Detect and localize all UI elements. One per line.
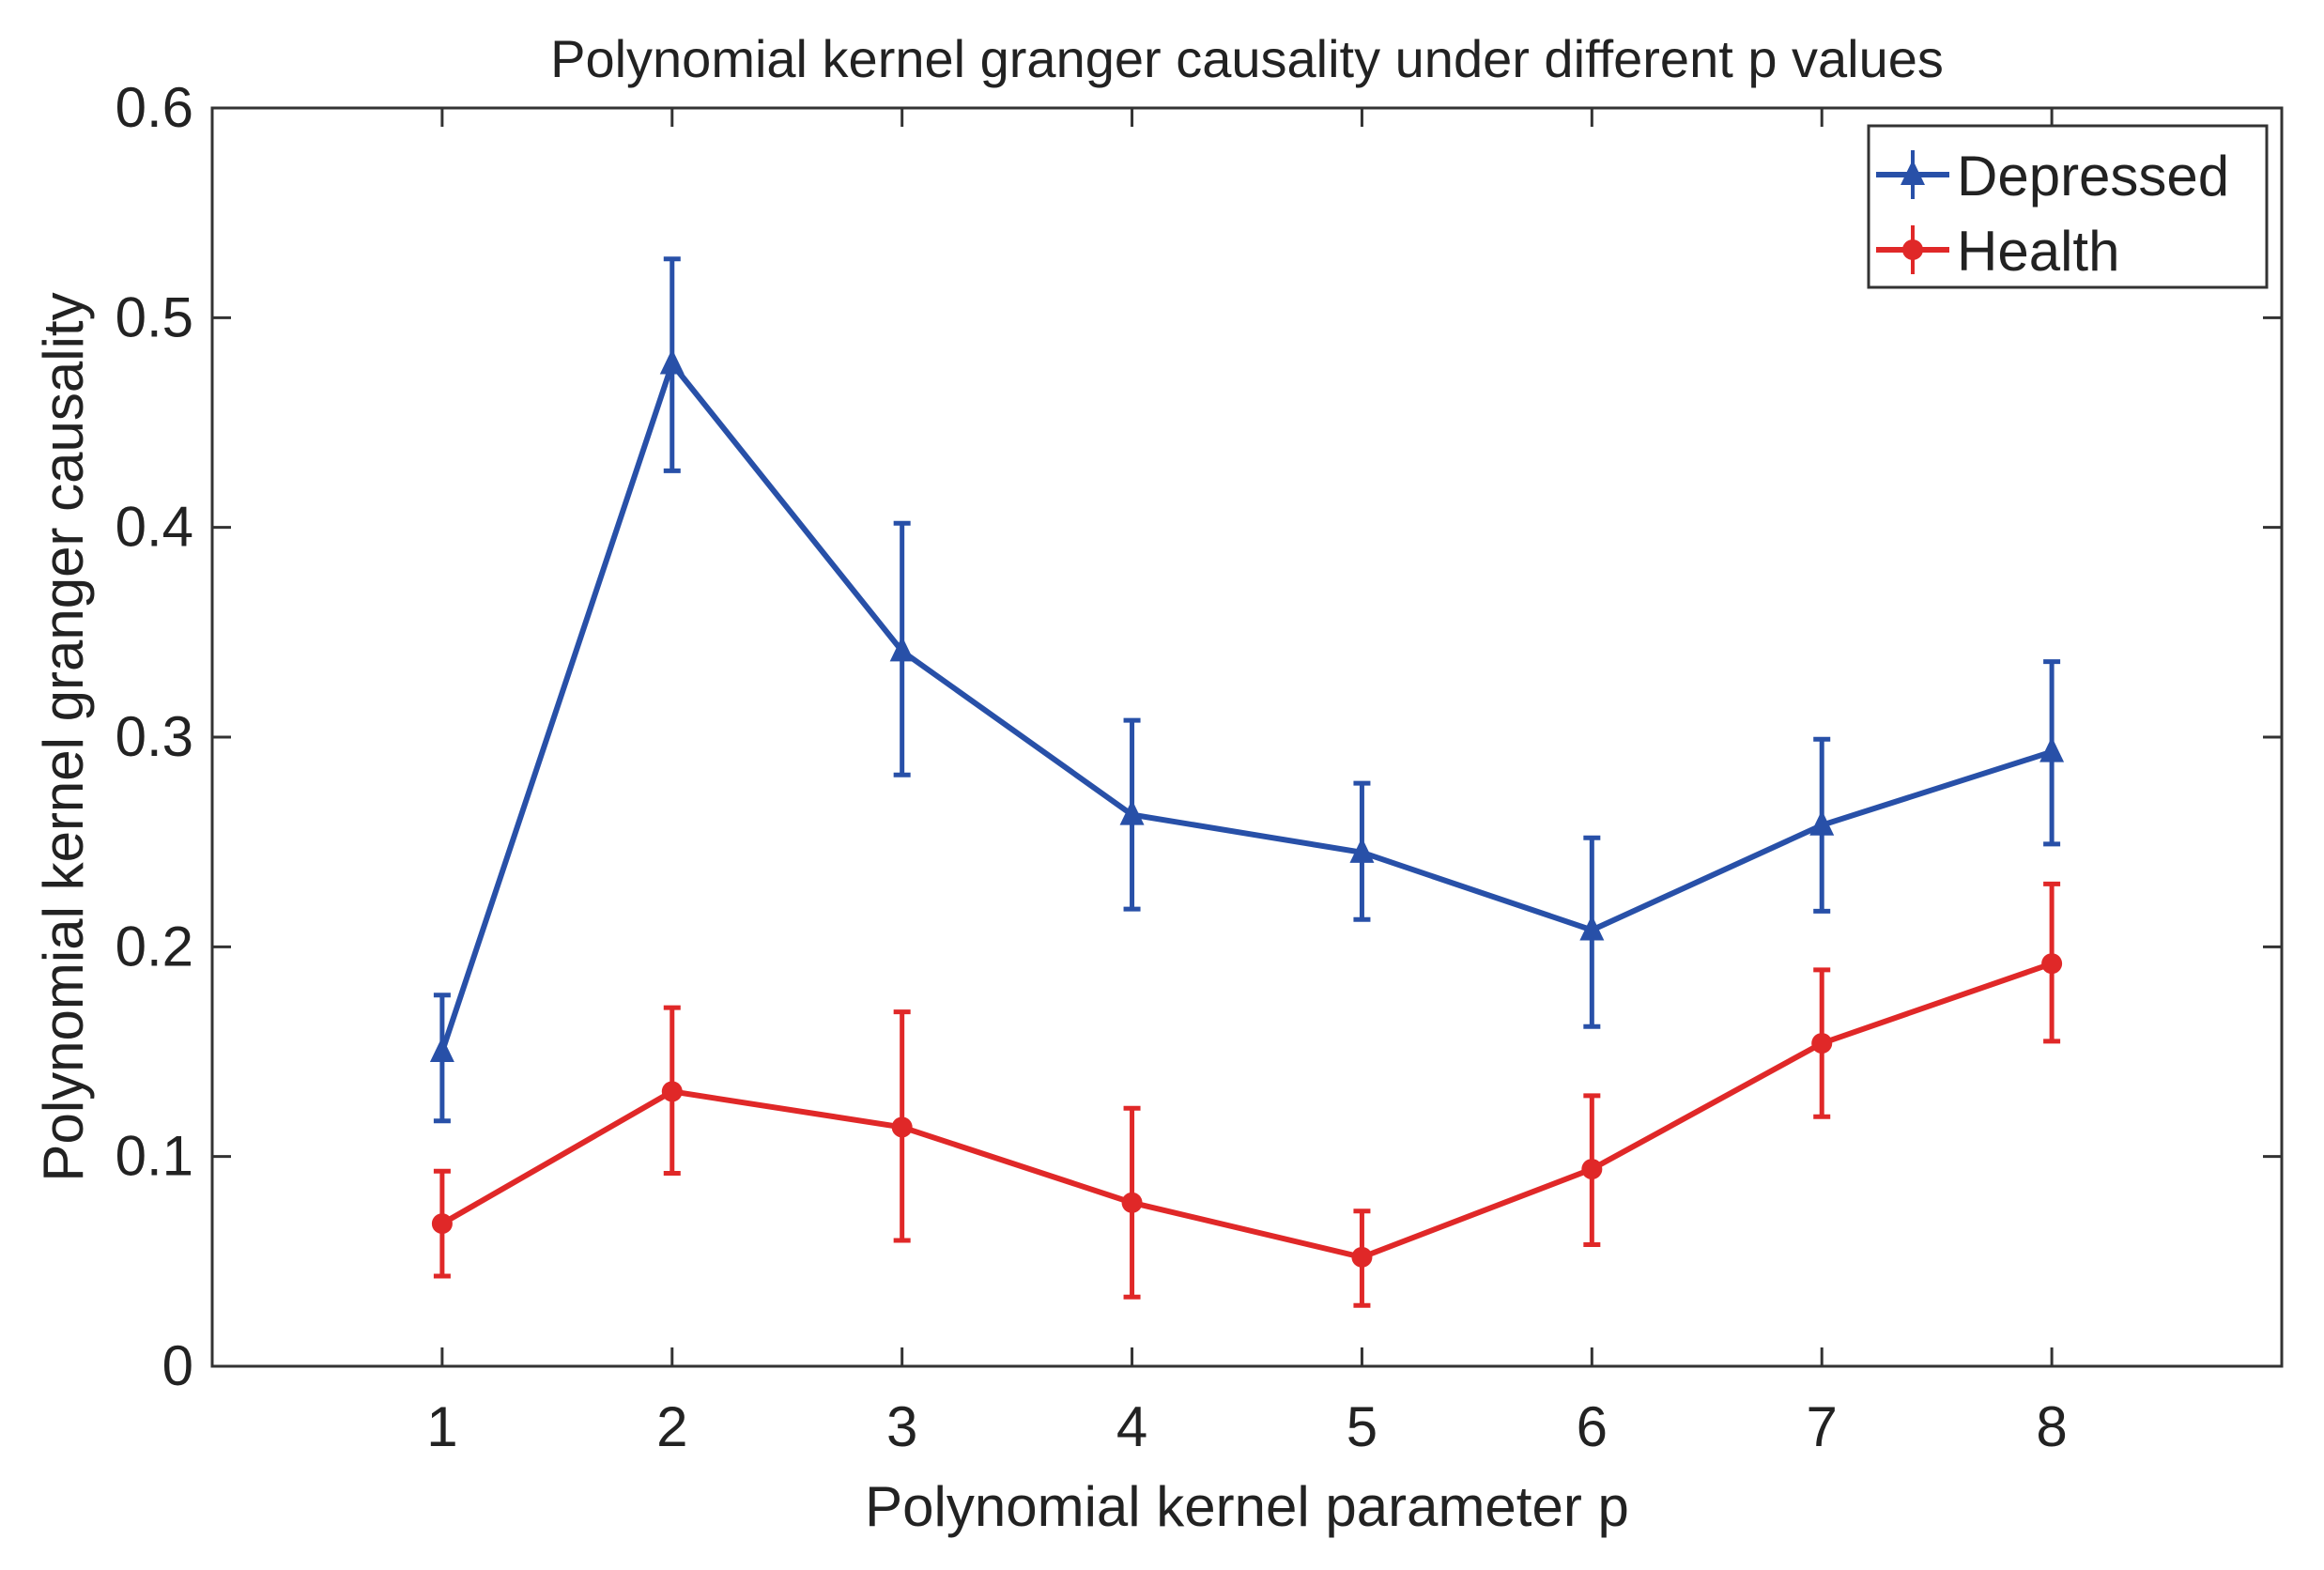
depressed-point (1349, 837, 1375, 863)
x-axis-label: Polynomial kernel parameter p (865, 1475, 1629, 1538)
x-tick-label: 7 (1807, 1395, 1838, 1458)
depressed-point (889, 636, 915, 662)
y-tick-label: 0.2 (115, 915, 193, 977)
legend-label-health: Health (1957, 220, 2119, 283)
y-tick-label: 0.1 (115, 1125, 193, 1188)
depressed-point (1809, 809, 1835, 836)
y-tick-label: 0.5 (115, 285, 193, 348)
health-point (2041, 953, 2063, 975)
health-point (1581, 1159, 1603, 1180)
health-point (1351, 1246, 1373, 1268)
legend-marker-depressed (1901, 160, 1925, 185)
health-point (1121, 1192, 1143, 1213)
x-tick-label: 2 (656, 1395, 687, 1458)
x-tick-label: 4 (1116, 1395, 1147, 1458)
legend-marker-health (1902, 239, 1923, 260)
health-point (431, 1213, 453, 1235)
x-tick-label: 6 (1577, 1395, 1608, 1458)
health-point (1811, 1033, 1833, 1054)
depressed-point (1579, 915, 1605, 941)
depressed-point (1119, 799, 1145, 825)
chart-title: Polynomial kernel granger causality unde… (550, 29, 1944, 88)
depressed-point (429, 1037, 454, 1062)
y-tick-label: 0.4 (115, 496, 193, 559)
health-point (661, 1081, 683, 1102)
health-point (891, 1116, 913, 1138)
x-tick-label: 5 (1347, 1395, 1377, 1458)
x-tick-label: 3 (886, 1395, 917, 1458)
depressed-line (439, 358, 2054, 1053)
y-tick-label: 0.3 (115, 705, 193, 768)
y-tick-label: 0.6 (115, 76, 193, 139)
legend: Depressed Health (1867, 124, 2269, 289)
y-tick-label: 0 (162, 1334, 193, 1397)
series-depressed (429, 256, 2065, 1124)
health-line (440, 961, 2054, 1260)
series-health (431, 881, 2063, 1308)
depressed-point (2039, 736, 2065, 762)
x-tick-label: 8 (2036, 1395, 2067, 1458)
x-tick-label: 1 (426, 1395, 457, 1458)
depressed-point (659, 348, 685, 375)
legend-label-depressed: Depressed (1957, 145, 2229, 208)
y-axis-label: Polynomial kernel granger causality (32, 292, 95, 1181)
